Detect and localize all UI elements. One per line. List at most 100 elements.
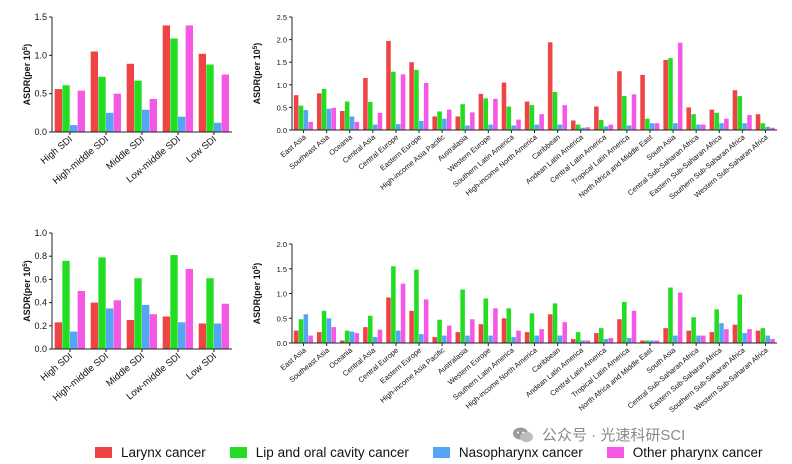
bar-region-top-other-western-sub-saharan-africa: [770, 127, 775, 130]
bar-region-bottom-naso-andean-latin-america: [580, 340, 586, 343]
bar-region-bottom-larynx-east-asia: [293, 330, 299, 344]
bar-region-bottom-lip-high-income-asia-pacific: [437, 319, 442, 343]
bar-region-bottom-other-southern-latin-america: [516, 330, 521, 344]
bar-sdi-top-other-middle-sdi: [149, 99, 157, 132]
bar-region-top-lip-southeast-asia: [321, 88, 327, 130]
bar-region-bottom-naso-south-asia: [673, 335, 678, 343]
bar-region-top-larynx-western-europe: [478, 93, 484, 130]
bar-region-top-lip-western-europe: [483, 98, 489, 130]
bar-region-bottom-larynx-high-income-north-america: [524, 332, 530, 343]
bar-region-bottom-other-tropical-latin-america: [631, 310, 637, 343]
bar-sdi-top-larynx-low-sdi: [198, 53, 207, 132]
bar-sdi-top-other-low-sdi: [221, 74, 229, 132]
bar-sdi-top-lip-low-middle-sdi: [170, 38, 178, 132]
bar-region-top-other-north-africa-and-middle-east: [654, 123, 660, 130]
bar-region-top-lip-high-income-asia-pacific: [437, 111, 442, 130]
bar-region-bottom-naso-central-europe: [395, 330, 401, 344]
bar-region-bottom-lip-andean-latin-america: [575, 332, 581, 343]
bar-region-top-lip-eastern-europe: [414, 69, 419, 130]
bar-region-top-larynx-central-sub-saharan-africa: [686, 107, 692, 130]
legend-item-lip-oral: Lip and oral cavity cancer: [229, 445, 409, 460]
bar-region-top-other-western-europe: [493, 98, 498, 130]
bar-region-bottom-larynx-eastern-europe: [409, 310, 414, 343]
bar-region-top-naso-north-africa-and-middle-east: [649, 123, 655, 130]
bar-region-bottom-larynx-caribbean: [547, 314, 553, 343]
bar-region-top-naso-eastern-europe: [419, 120, 424, 130]
y-tick-label-sdi-top: 0.0: [34, 127, 47, 137]
bar-region-top-larynx-oceania: [340, 111, 345, 130]
legend-label-nasopharynx: Nasopharynx cancer: [458, 444, 583, 460]
bar-region-top-other-oceania: [354, 121, 360, 130]
bar-sdi-top-lip-high-middle-sdi: [98, 76, 106, 132]
y-axis-title-region-bottom: ASDR(per 105): [252, 263, 263, 325]
y-tick-label-sdi-top: 1.0: [34, 50, 47, 60]
bar-region-top-other-central-europe: [400, 74, 406, 130]
bar-region-bottom-larynx-central-asia: [363, 327, 368, 343]
bar-region-bottom-naso-western-sub-saharan-africa: [765, 335, 770, 343]
bar-sdi-top-naso-low-middle-sdi: [178, 116, 186, 132]
bar-region-bottom-other-australasia: [470, 319, 475, 343]
bar-sdi-bottom-lip-middle-sdi: [134, 278, 142, 349]
bar-region-top-naso-central-europe: [395, 124, 401, 130]
bar-region-bottom-larynx-oceania: [340, 340, 345, 343]
bar-region-top-naso-western-europe: [488, 124, 493, 130]
bar-region-top-naso-southern-sub-saharan-africa: [742, 123, 747, 130]
bar-region-bottom-lip-east-asia: [298, 319, 304, 343]
bar-region-top-naso-central-asia: [372, 124, 378, 130]
bar-region-bottom-lip-western-europe: [483, 298, 489, 343]
bar-region-top-lip-andean-latin-america: [575, 124, 581, 130]
bar-region-bottom-other-eastern-sub-saharan-africa: [724, 329, 729, 343]
y-tick-label-region-top: 0.0: [277, 126, 287, 135]
bar-sdi-top-naso-low-sdi: [214, 122, 222, 132]
y-axis-title-sdi-bottom: ASDR(per 105): [22, 260, 33, 322]
legend-swatch-nasopharynx: [432, 446, 450, 458]
bar-region-top-naso-south-asia: [673, 123, 678, 130]
wechat-icon: [513, 427, 533, 442]
bar-region-top-lip-central-sub-saharan-africa: [691, 114, 696, 130]
bar-region-bottom-lip-southern-latin-america: [506, 308, 512, 343]
bar-sdi-top-lip-high-sdi: [62, 85, 70, 132]
bar-region-bottom-naso-eastern-sub-saharan-africa: [719, 323, 724, 343]
bar-region-bottom-larynx-eastern-sub-saharan-africa: [709, 332, 715, 343]
x-label-region-bottom-southeast-asia: Southeast Asia: [287, 345, 331, 384]
legend-item-other-pharynx: Other pharynx cancer: [606, 445, 763, 460]
bar-region-top-larynx-australasia: [455, 116, 461, 130]
bar-region-top-larynx-western-sub-saharan-africa: [755, 114, 761, 130]
bar-region-top-lip-east-asia: [298, 105, 304, 130]
bar-region-top-lip-oceania: [344, 101, 350, 130]
bar-region-top-other-east-asia: [308, 121, 313, 130]
y-tick-label-region-bottom: 0.5: [277, 314, 287, 323]
bar-sdi-top-naso-high-middle-sdi: [106, 112, 114, 132]
bar-region-bottom-other-eastern-europe: [423, 299, 429, 343]
bar-region-bottom-other-central-asia: [377, 329, 383, 343]
bar-sdi-bottom-larynx-high-middle-sdi: [90, 302, 99, 349]
bar-sdi-bottom-larynx-low-middle-sdi: [162, 316, 171, 349]
bar-region-top-lip-high-income-north-america: [529, 105, 535, 130]
y-tick-label-sdi-bottom: 0.6: [34, 274, 47, 284]
bar-region-top-larynx-east-asia: [293, 95, 299, 130]
bar-region-bottom-lip-australasia: [460, 289, 465, 343]
bar-region-bottom-naso-central-latin-america: [603, 339, 609, 343]
bar-sdi-bottom-naso-middle-sdi: [142, 304, 150, 349]
y-tick-label-region-top: 0.5: [277, 103, 287, 112]
bar-region-top-lip-australasia: [460, 104, 465, 130]
bar-region-top-other-central-sub-saharan-africa: [701, 124, 706, 130]
bar-region-top-other-south-asia: [677, 42, 683, 131]
legend: Larynx cancer Lip and oral cavity cancer…: [95, 443, 787, 461]
bar-region-bottom-larynx-western-europe: [478, 324, 484, 343]
bar-region-bottom-naso-central-sub-saharan-africa: [696, 335, 701, 343]
bar-region-top-other-central-latin-america: [608, 124, 614, 130]
y-tick-label-region-bottom: 1.5: [277, 265, 287, 274]
bar-sdi-bottom-naso-high-sdi: [70, 331, 78, 349]
bar-region-top-lip-caribbean: [552, 92, 558, 130]
bar-region-top-larynx-southern-latin-america: [501, 82, 507, 130]
bar-region-bottom-larynx-central-sub-saharan-africa: [686, 330, 692, 344]
y-tick-label-region-bottom: 1.0: [277, 290, 287, 299]
bar-region-bottom-larynx-north-africa-and-middle-east: [640, 340, 645, 343]
bar-region-top-larynx-andean-latin-america: [570, 120, 576, 130]
bar-region-top-naso-central-sub-saharan-africa: [696, 124, 701, 130]
bar-sdi-top-larynx-low-middle-sdi: [162, 25, 171, 132]
